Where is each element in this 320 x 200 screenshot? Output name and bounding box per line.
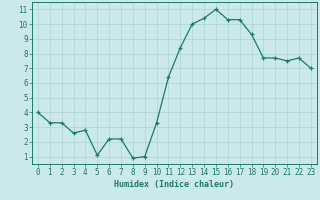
X-axis label: Humidex (Indice chaleur): Humidex (Indice chaleur) [115,180,234,189]
